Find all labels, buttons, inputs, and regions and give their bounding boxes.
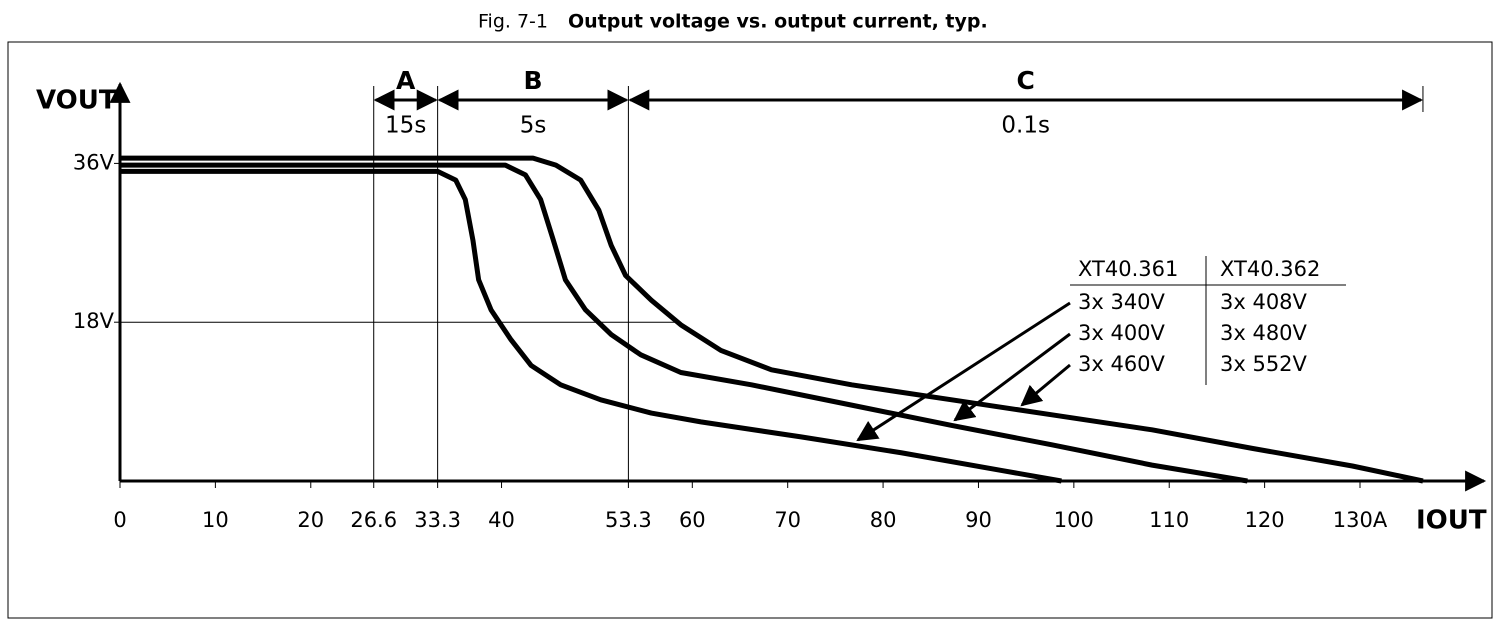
x-tick-label: 130A	[1333, 508, 1388, 532]
x-tick-label: 40	[488, 508, 515, 532]
zone-duration: 0.1s	[1001, 113, 1050, 139]
legend-entry: 3x 460V	[1078, 352, 1166, 376]
x-axis-label: IOUT	[1416, 506, 1487, 536]
x-tick-label: 120	[1245, 508, 1285, 532]
legend-pointer	[856, 301, 1071, 442]
x-tick-label: 90	[965, 508, 992, 532]
legend-entry: 3x 552V	[1220, 352, 1308, 376]
x-tick-label: 20	[297, 508, 324, 532]
x-tick-label: 100	[1054, 508, 1094, 532]
y-tick-label: 18V	[73, 309, 115, 333]
curve	[120, 155, 1424, 484]
x-tick-label: 110	[1149, 508, 1189, 532]
legend-entry: 3x 400V	[1078, 321, 1166, 345]
figure-number: Fig. 7-1	[478, 11, 548, 33]
x-tick-label: 10	[202, 508, 229, 532]
chart-title: Output voltage vs. output current, typ.	[568, 11, 988, 33]
legend-entry: 3x 480V	[1220, 321, 1308, 345]
zone-duration: 15s	[385, 113, 426, 139]
x-tick-label: 26.6	[350, 508, 397, 532]
legend-header: XT40.361	[1078, 257, 1178, 281]
curve	[120, 168, 1062, 484]
legend-entry: 3x 340V	[1078, 290, 1166, 314]
x-tick-label: 80	[870, 508, 897, 532]
curve	[120, 162, 1248, 484]
x-tick-label: 60	[679, 508, 706, 532]
y-tick-label: 36V	[73, 150, 115, 174]
y-axis-label: VOUT	[36, 86, 117, 116]
legend-header: XT40.362	[1220, 257, 1320, 281]
x-tick-label: 53.3	[605, 508, 652, 532]
zone-label: A	[396, 66, 416, 95]
legend-pointer	[1020, 363, 1071, 407]
frame	[7, 41, 1493, 619]
legend-pointer	[953, 332, 1071, 422]
x-tick-label: 33.3	[414, 508, 461, 532]
zone-duration: 5s	[520, 113, 547, 139]
x-tick-label: 70	[774, 508, 801, 532]
x-tick-label: 0	[113, 508, 126, 532]
zone-label: B	[523, 66, 542, 95]
legend-entry: 3x 408V	[1220, 290, 1308, 314]
zone-label: C	[1016, 66, 1034, 95]
